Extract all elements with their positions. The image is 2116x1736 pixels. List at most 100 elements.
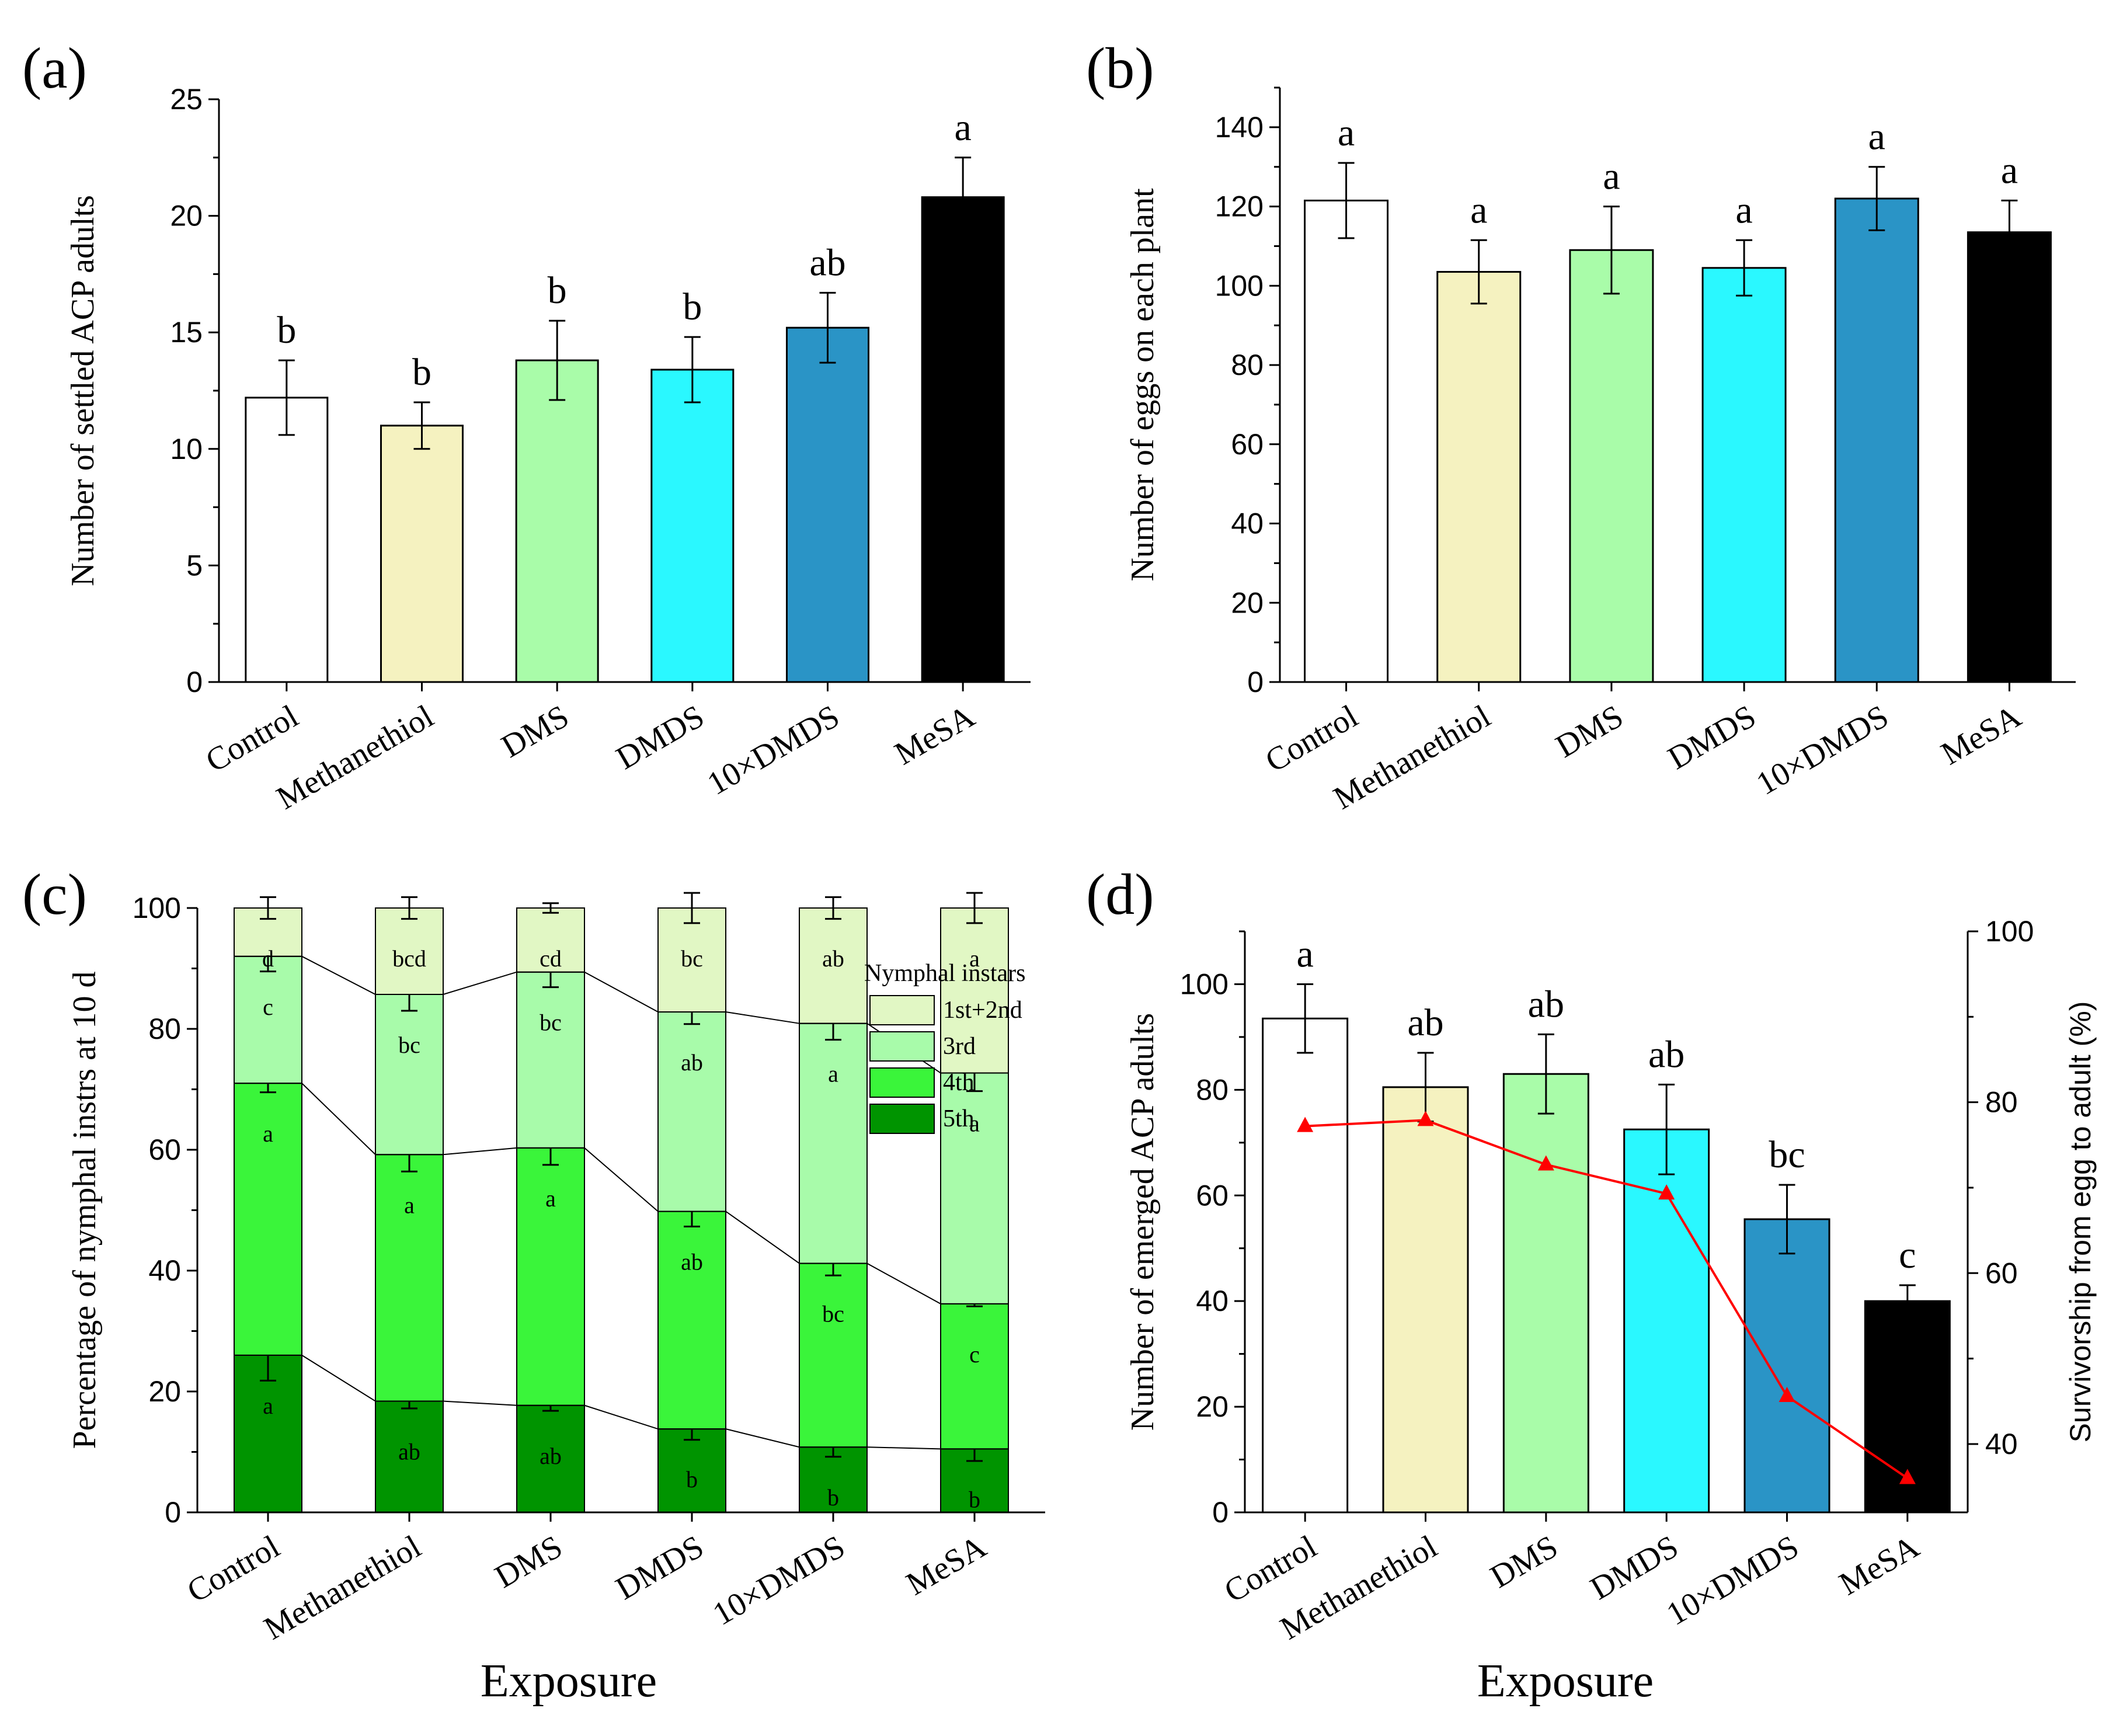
survivorship-point-5 xyxy=(1899,1469,1916,1484)
significance-letter: a xyxy=(828,1061,838,1087)
right-y-tick-label: 60 xyxy=(1985,1257,2018,1289)
significance-letter: ab xyxy=(1407,1001,1443,1044)
y-tick-label: 100 xyxy=(133,892,181,924)
legend-swatch-3rd xyxy=(869,1031,935,1062)
y-tick-label: 40 xyxy=(148,1254,181,1287)
bar-5th-4 xyxy=(799,1446,868,1513)
y-tick-label: 80 xyxy=(1231,349,1264,381)
y-tick-label: 15 xyxy=(170,316,203,349)
significance-letter: a xyxy=(1868,116,1885,158)
bar-4th-3 xyxy=(657,1210,726,1430)
survivorship-point-2 xyxy=(1537,1155,1554,1171)
y-tick-label: 5 xyxy=(186,549,203,582)
survivorship-line xyxy=(1305,1119,1908,1480)
significance-letter: a xyxy=(1470,189,1487,231)
bar-5 xyxy=(921,196,1005,683)
significance-letter: c xyxy=(1899,1234,1916,1276)
right-y-axis-label: Survivorship from egg to adult (%) xyxy=(2064,1001,2097,1443)
significance-letter: b xyxy=(686,1466,698,1493)
bar-4th-5 xyxy=(940,1303,1009,1450)
y-tick-label: 0 xyxy=(186,666,203,698)
significance-letter: a xyxy=(2001,149,2018,192)
bar-1 xyxy=(1436,271,1522,683)
bar-3 xyxy=(1701,267,1787,683)
survivorship-point-0 xyxy=(1297,1116,1314,1132)
legend-label: 4th xyxy=(943,1069,975,1096)
significance-letter: ab xyxy=(540,1443,562,1469)
y-tick-label: 60 xyxy=(1196,1179,1228,1212)
right-y-tick-label: 100 xyxy=(1985,915,2034,948)
y-tick-label: 80 xyxy=(148,1013,181,1045)
significance-letter: c xyxy=(263,994,273,1020)
significance-letter: ab xyxy=(1648,1033,1685,1076)
legend-label: 1st+2nd xyxy=(943,997,1022,1024)
significance-letter: a xyxy=(263,1393,273,1419)
bar-2 xyxy=(1569,249,1654,683)
bar-0 xyxy=(245,396,329,683)
bar-1st+2nd-3 xyxy=(657,907,726,1013)
y-tick-label: 100 xyxy=(1215,269,1264,302)
y-tick-label: 100 xyxy=(1180,968,1228,1000)
significance-letter: bc xyxy=(681,945,703,972)
bar-3 xyxy=(650,368,735,683)
legend-label: 3rd xyxy=(943,1033,976,1060)
significance-letter: bc xyxy=(398,1032,420,1058)
y-tick-label: 0 xyxy=(1212,1496,1228,1529)
connector-line xyxy=(234,1083,1008,1304)
significance-letter: a xyxy=(1297,933,1314,975)
bar-4 xyxy=(1743,1218,1830,1514)
significance-letter: ab xyxy=(822,945,844,972)
significance-letter: b xyxy=(683,286,702,328)
y-tick-label: 20 xyxy=(148,1375,181,1408)
bar-4 xyxy=(786,326,869,683)
bar-0 xyxy=(1262,1017,1349,1514)
significance-letter: d xyxy=(262,945,274,972)
significance-letter: c xyxy=(969,1341,980,1368)
panel-label: (a) xyxy=(22,36,87,100)
bar-5 xyxy=(1967,231,2052,683)
bar-3rd-3 xyxy=(657,1011,726,1212)
legend-swatch-4th xyxy=(869,1067,935,1098)
significance-letter: a xyxy=(1338,112,1355,154)
significance-letter: a xyxy=(263,1121,273,1147)
y-tick-label: 60 xyxy=(148,1133,181,1166)
significance-letter: b xyxy=(969,1486,980,1512)
bar-4th-2 xyxy=(516,1147,585,1406)
significance-letter: a xyxy=(955,106,972,149)
significance-letter: b xyxy=(277,309,296,352)
y-axis-label: Percentage of nymphal instrs at 10 d xyxy=(67,971,103,1449)
bar-2 xyxy=(515,359,599,683)
significance-letter: bcd xyxy=(392,945,426,972)
y-tick-label: 20 xyxy=(170,200,203,232)
y-tick-label: 80 xyxy=(1196,1073,1228,1106)
x-axis-label: Exposure xyxy=(1477,1655,1654,1707)
significance-letter: a xyxy=(545,1185,556,1212)
significance-letter: a xyxy=(969,945,980,972)
y-tick-label: 40 xyxy=(1231,507,1264,540)
y-axis-label: Number of settled ACP adults xyxy=(65,195,101,586)
y-tick-label: 10 xyxy=(170,433,203,465)
bar-5th-1 xyxy=(375,1400,444,1514)
bar-1 xyxy=(380,425,464,683)
y-tick-label: 20 xyxy=(1196,1390,1228,1423)
panel-label: (b) xyxy=(1086,36,1154,100)
significance-letter: ab xyxy=(1528,983,1564,1025)
y-tick-label: 20 xyxy=(1231,586,1264,619)
panel-label: (c) xyxy=(22,862,87,927)
y-tick-label: 0 xyxy=(1247,666,1264,698)
panel-label: (d) xyxy=(1086,862,1154,927)
legend-label: 5th xyxy=(943,1105,975,1132)
significance-letter: ab xyxy=(681,1049,703,1076)
y-tick-label: 60 xyxy=(1231,428,1264,461)
significance-letter: b xyxy=(827,1484,839,1511)
legend: Nymphal instars 1st+2nd 3rd 4th 5th xyxy=(864,960,1025,1134)
bar-0 xyxy=(1304,199,1389,683)
bar-3rd-0 xyxy=(234,955,302,1084)
significance-letter: a xyxy=(1735,189,1752,231)
survivorship-point-3 xyxy=(1658,1184,1675,1200)
significance-letter: b xyxy=(412,351,431,394)
bar-1 xyxy=(1382,1086,1469,1514)
significance-letter: bc xyxy=(1769,1133,1805,1176)
bar-4 xyxy=(1834,197,1919,683)
